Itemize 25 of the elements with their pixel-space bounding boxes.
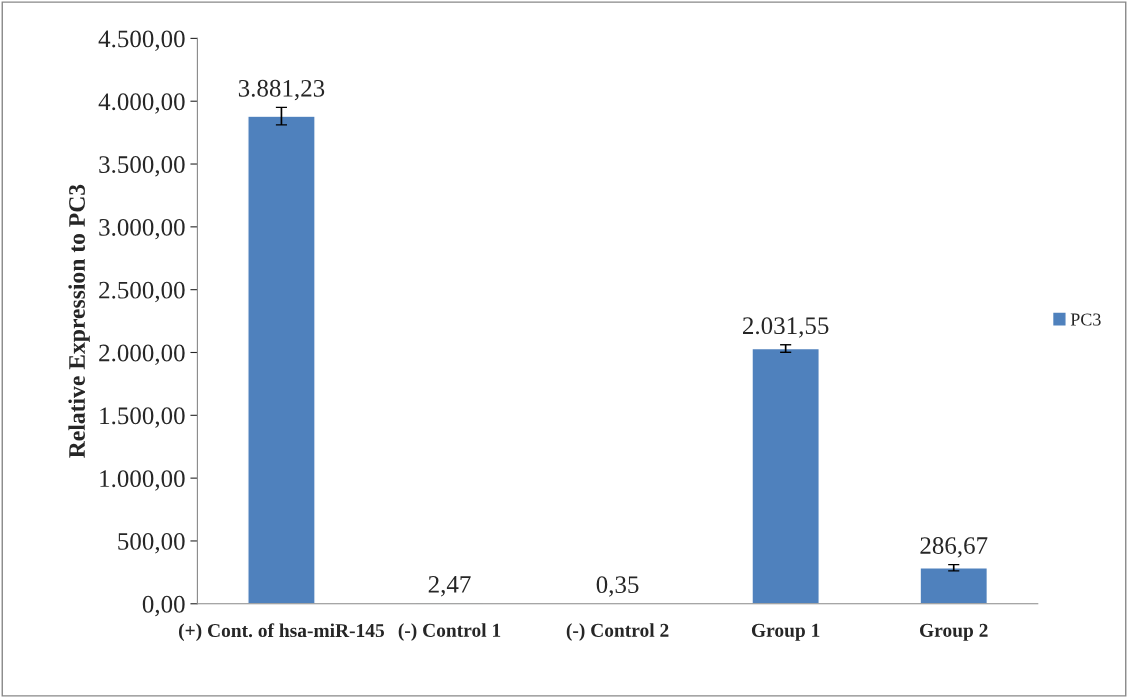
x-tick-label: (-) Control 1 <box>398 623 501 641</box>
data-label: 3.881,23 <box>238 79 325 101</box>
data-label: 0,35 <box>596 576 639 597</box>
bar <box>247 115 316 604</box>
y-tick-label: 1.000,00 <box>100 470 185 491</box>
bar <box>751 347 820 604</box>
y-tick-label: 3.500,00 <box>99 156 185 177</box>
y-axis-title: Relative Expression to PC3 <box>68 184 90 458</box>
legend-label: PC3 <box>1070 313 1101 326</box>
y-tick-label: 0,00 <box>142 595 185 617</box>
x-tick-label: (-) Control 2 <box>566 623 669 641</box>
y-tick-label: 1.500,00 <box>100 407 185 428</box>
data-label: 2,47 <box>428 576 471 597</box>
x-tick-label: Group 1 <box>751 623 820 641</box>
data-label: 2.031,55 <box>743 317 829 338</box>
y-tick-label: 4.000,00 <box>98 93 185 114</box>
x-tick-label: (+) Cont. of hsa-miR-145 <box>179 623 385 642</box>
data-label: 286,67 <box>920 537 988 558</box>
bar <box>919 567 989 604</box>
y-tick-label: 2.000,00 <box>99 344 185 366</box>
y-tick-label: 2.500,00 <box>99 281 185 303</box>
y-tick-label: 500,00 <box>118 533 185 554</box>
y-tick-label: 4.500,00 <box>98 30 185 51</box>
y-tick-label: 3.000,00 <box>99 218 185 240</box>
x-tick-label: Group 2 <box>920 623 988 641</box>
